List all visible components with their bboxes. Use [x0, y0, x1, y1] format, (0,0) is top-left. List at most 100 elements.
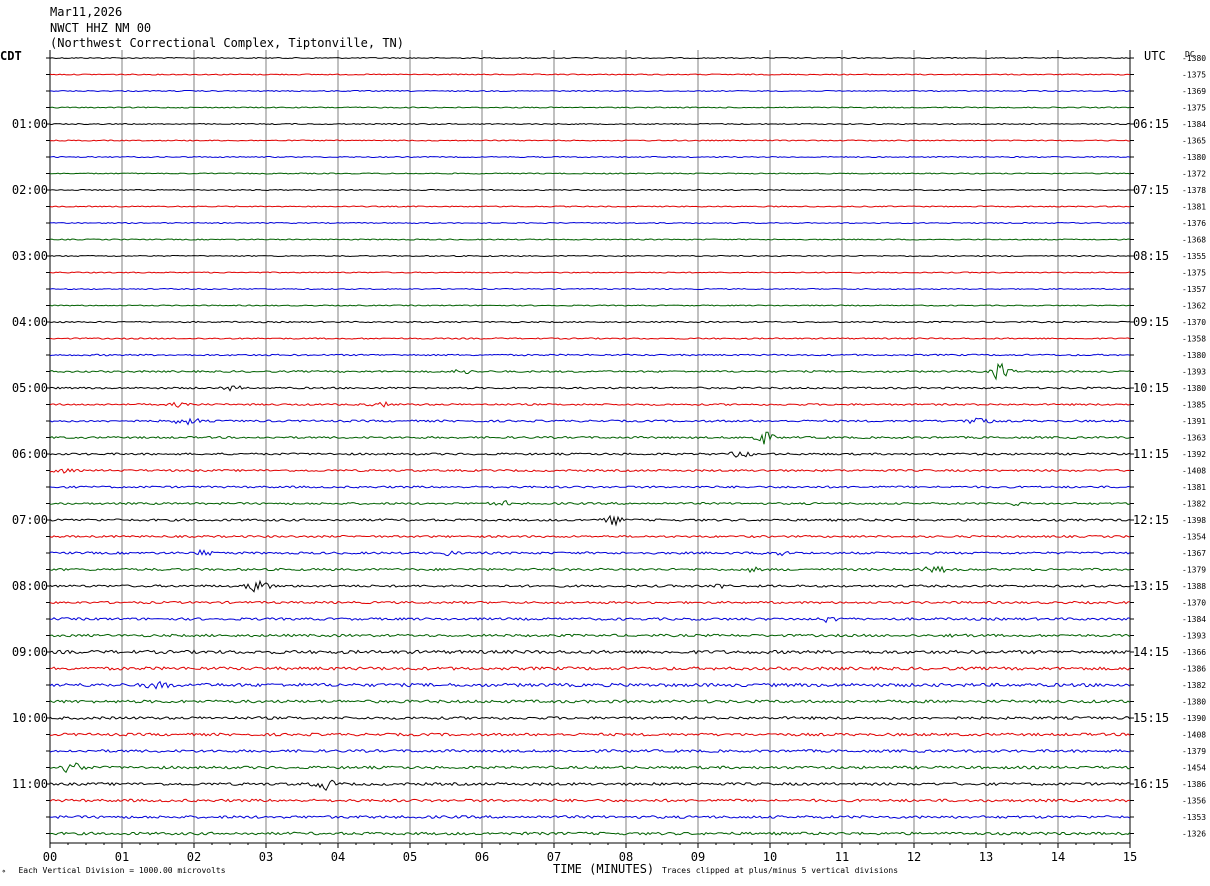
- trace-line: [49, 468, 1131, 474]
- trace-line: [49, 400, 1131, 408]
- dc-offset-label: -1393: [1182, 368, 1206, 377]
- left-zone-label: CDT: [0, 49, 22, 63]
- x-tick-label: 14: [1051, 850, 1065, 864]
- grid: [46, 50, 1134, 848]
- x-tick-label: 10: [763, 850, 777, 864]
- dc-offset-label: -1386: [1182, 780, 1206, 789]
- x-tick-label: 00: [43, 850, 57, 864]
- trace-line: [49, 89, 1131, 93]
- trace-line: [49, 666, 1131, 671]
- right-zone-label: UTC: [1144, 49, 1166, 63]
- trace-line: [49, 254, 1131, 258]
- trace-line: [49, 353, 1131, 357]
- trace-line: [49, 649, 1131, 655]
- trace-line: [49, 451, 1131, 458]
- dc-offset-label: -1454: [1182, 764, 1206, 773]
- dc-offset-label: -1388: [1182, 582, 1206, 591]
- trace-line: [49, 699, 1131, 704]
- utc-time-label: 10:15: [1133, 381, 1169, 395]
- cdt-time-label: 04:00: [12, 315, 48, 329]
- dc-offset-label: -1354: [1182, 533, 1206, 542]
- x-tick-label: 08: [619, 850, 633, 864]
- trace-line: [49, 106, 1131, 109]
- dc-offset-label: -1384: [1182, 615, 1206, 624]
- dc-offset-label: -1382: [1182, 681, 1206, 690]
- cdt-time-label: 11:00: [12, 777, 48, 791]
- utc-time-label: 06:15: [1133, 117, 1169, 131]
- dc-offset-label: -1391: [1182, 417, 1206, 426]
- trace-line: [49, 188, 1131, 192]
- utc-time-label: 08:15: [1133, 249, 1169, 263]
- traces: [49, 56, 1131, 836]
- dc-offset-label: -1379: [1182, 747, 1206, 756]
- x-tick-label: 09: [691, 850, 705, 864]
- dc-offset-label: -1357: [1182, 285, 1206, 294]
- trace-line: [49, 320, 1131, 324]
- trace-line: [49, 798, 1130, 803]
- trace-line: [49, 579, 1131, 593]
- dc-offset-label: -1368: [1182, 236, 1206, 245]
- x-tick-label: 13: [979, 850, 993, 864]
- dc-offset-label: -1386: [1182, 665, 1206, 674]
- dc-offset-label: -1365: [1182, 137, 1206, 146]
- trace-line: [49, 600, 1131, 605]
- dc-offset-label: -1362: [1182, 302, 1206, 311]
- utc-time-label: 16:15: [1133, 777, 1169, 791]
- header-station: NWCT HHZ NM 00: [50, 21, 152, 35]
- trace-line: [49, 762, 1131, 774]
- utc-time-label: 07:15: [1133, 183, 1169, 197]
- cdt-time-label: 06:00: [12, 447, 48, 461]
- header-date: Mar11,2026: [50, 5, 123, 19]
- trace-line: [49, 271, 1131, 274]
- dc-offset-label: -1372: [1182, 170, 1206, 179]
- dc-offset-label: -1398: [1182, 516, 1206, 525]
- dc-offset-label: -1408: [1182, 731, 1206, 740]
- trace-line: [49, 385, 1131, 392]
- x-tick-label: 01: [115, 850, 129, 864]
- utc-time-label: 14:15: [1133, 645, 1169, 659]
- dc-offset-label: -1393: [1182, 632, 1206, 641]
- trace-line: [49, 139, 1131, 142]
- dc-offset-label: -1408: [1182, 467, 1206, 476]
- trace-line: [49, 172, 1131, 175]
- trace-line: [49, 748, 1131, 754]
- trace-line: [49, 779, 1131, 792]
- dc-offset-label: -1370: [1182, 599, 1206, 608]
- cdt-time-label: 09:00: [12, 645, 48, 659]
- trace-line: [49, 287, 1131, 291]
- dc-offset-label: -1379: [1182, 566, 1206, 575]
- dc-offset-label: -1376: [1182, 219, 1206, 228]
- trace-line: [49, 715, 1131, 721]
- trace-line: [49, 534, 1131, 539]
- trace-line: [49, 56, 1131, 60]
- x-tick-label: 04: [331, 850, 345, 864]
- x-tick-label: 07: [547, 850, 561, 864]
- x-tick-label: 15: [1123, 850, 1137, 864]
- trace-line: [49, 680, 1131, 690]
- dc-offset-label: -1380: [1182, 698, 1206, 707]
- trace-line: [49, 565, 1131, 574]
- cdt-time-label: 02:00: [12, 183, 48, 197]
- dc-offset-label: -1375: [1182, 269, 1206, 278]
- x-axis-title: TIME (MINUTES): [553, 862, 655, 876]
- trace-line: [49, 155, 1131, 159]
- trace-line: [49, 633, 1131, 638]
- dc-offset-label: -1356: [1182, 797, 1206, 806]
- dc-offset-label: -1380: [1182, 153, 1206, 162]
- dc-offset-label: -1381: [1182, 483, 1206, 492]
- dc-offset-label: -1378: [1182, 186, 1206, 195]
- trace-line: [49, 616, 1131, 624]
- dc-label: DC: [1185, 50, 1195, 59]
- trace-line: [49, 337, 1131, 340]
- cdt-time-label: 10:00: [12, 711, 48, 725]
- scale-note: ⋄ Each Vertical Division = 1000.00 micro…: [2, 866, 226, 875]
- trace-line: [49, 431, 1131, 445]
- trace-line: [49, 514, 1131, 527]
- trace-line: [49, 499, 1131, 507]
- trace-line: [49, 205, 1130, 208]
- trace-line: [49, 73, 1131, 76]
- trace-line: [49, 362, 1131, 381]
- trace-line: [49, 548, 1131, 557]
- trace-line: [49, 238, 1131, 241]
